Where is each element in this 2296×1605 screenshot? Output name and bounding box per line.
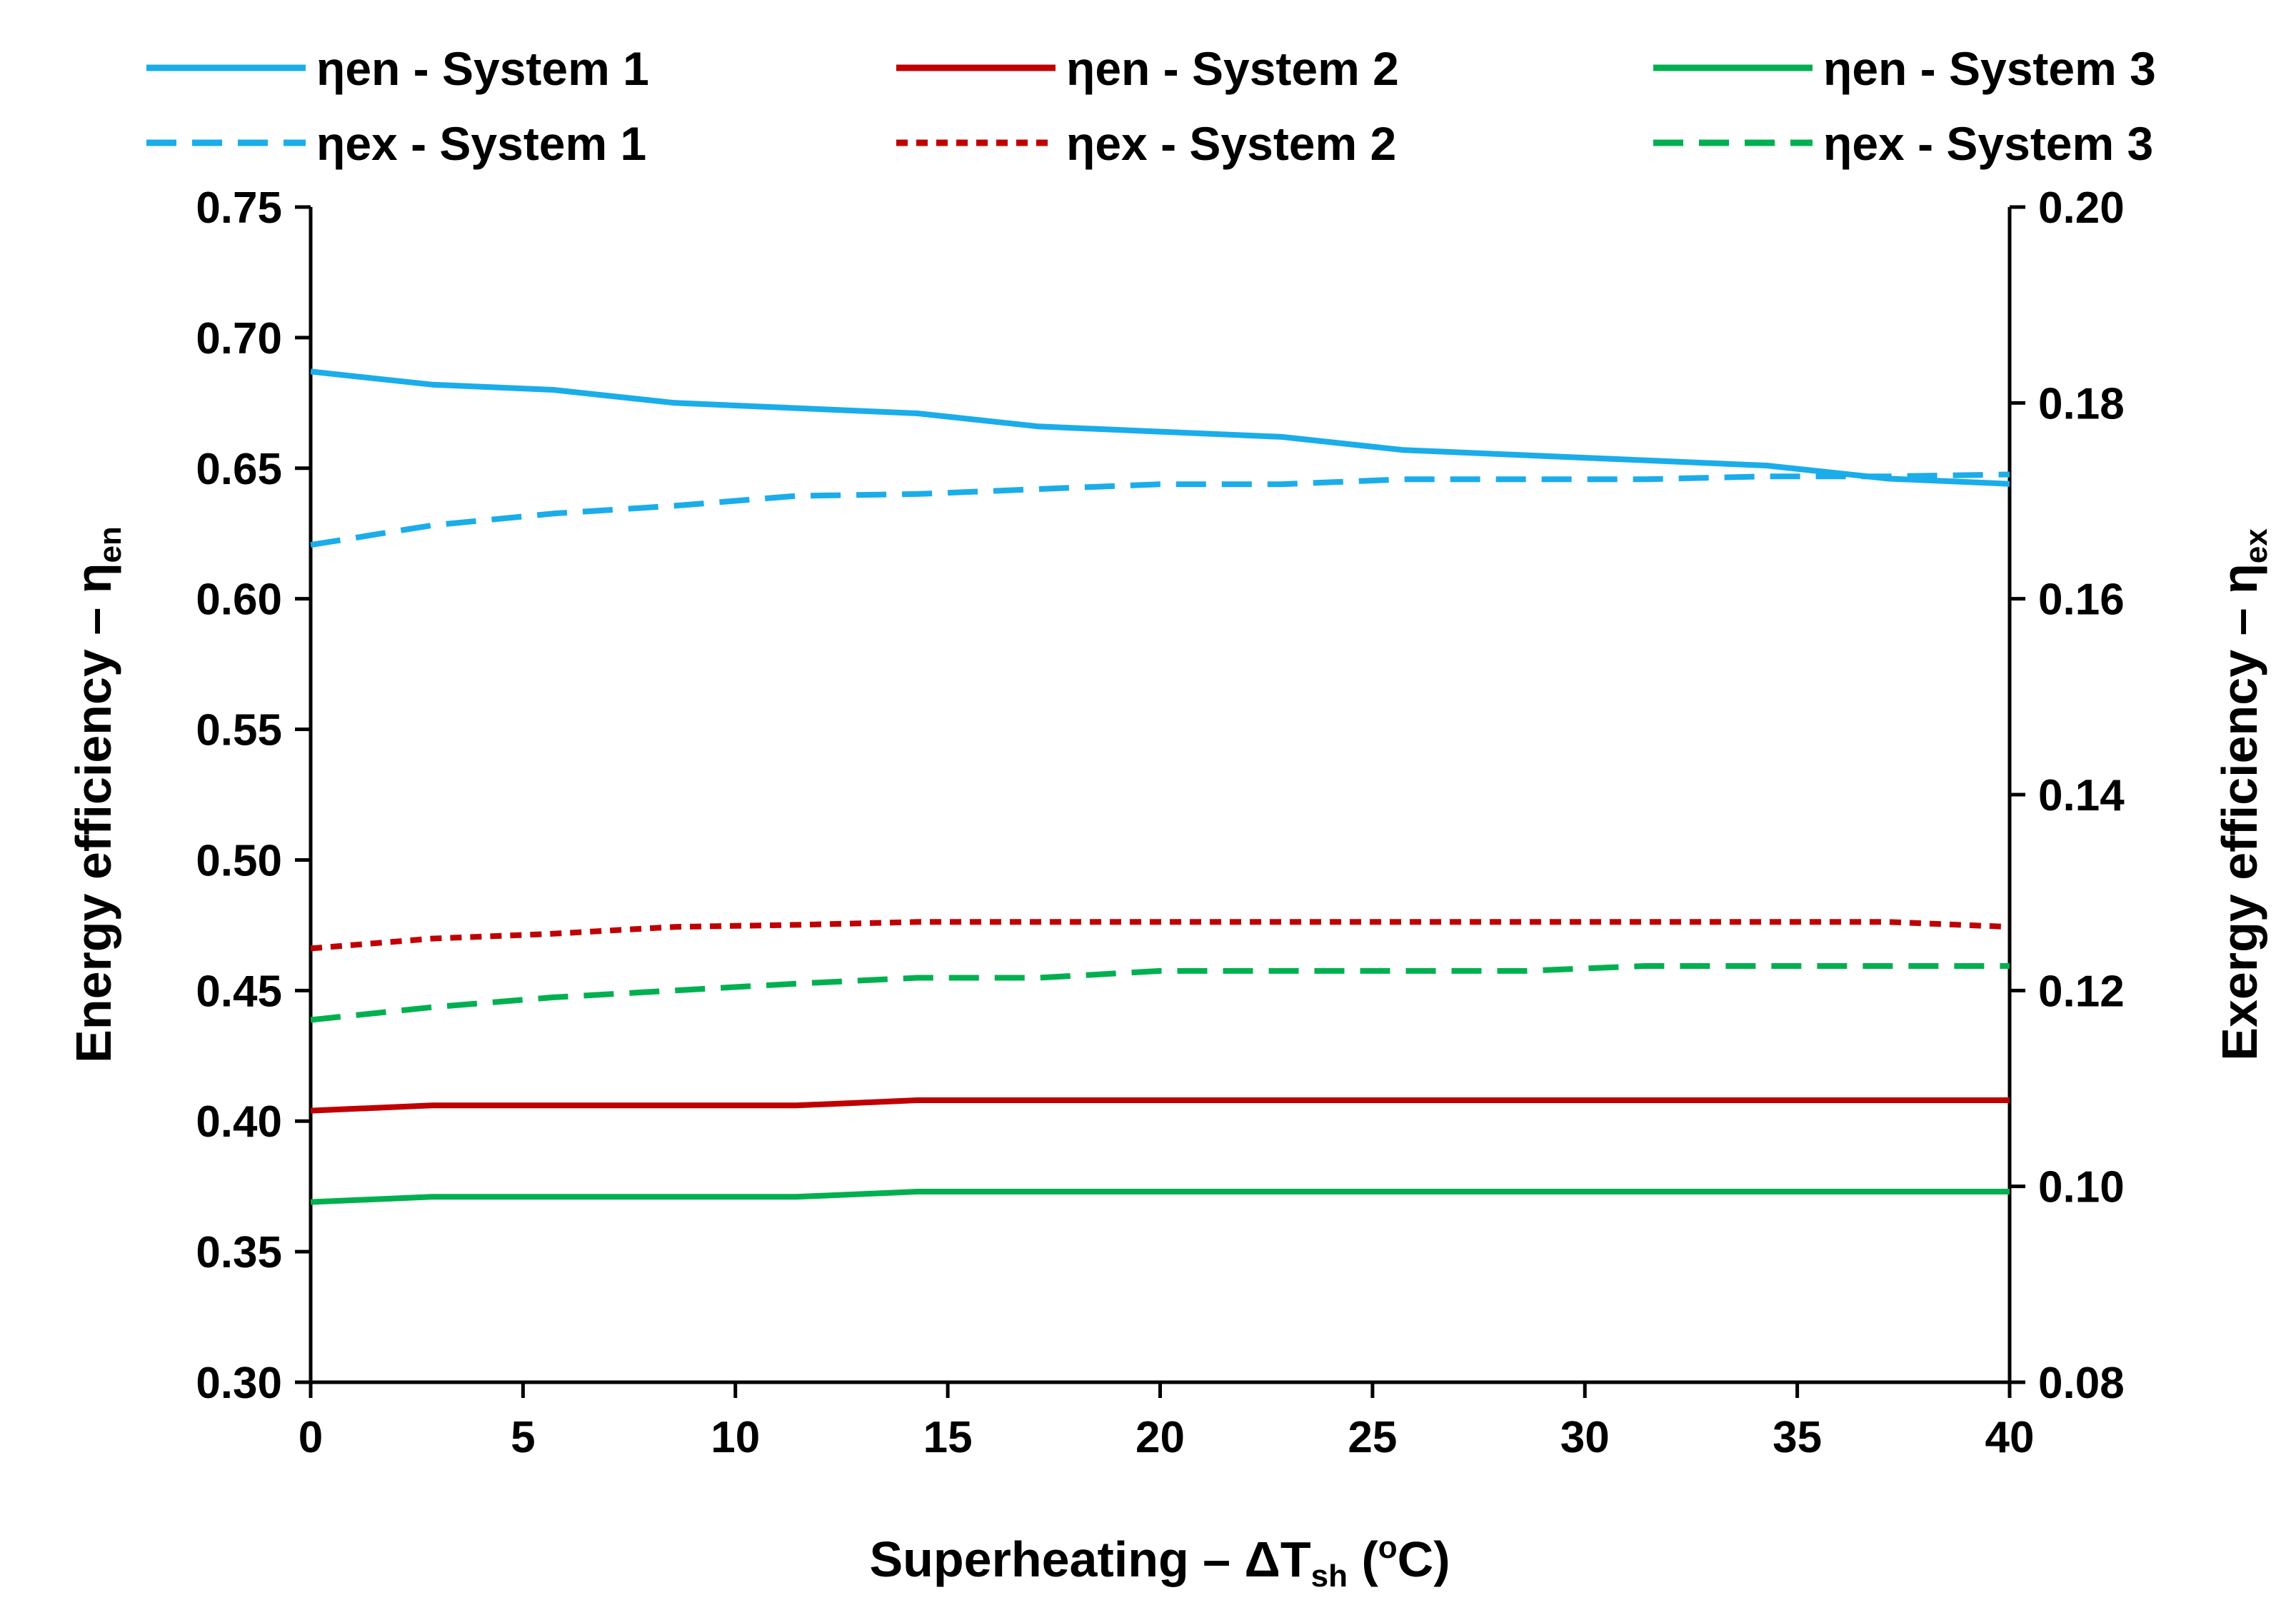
series-line-1	[310, 1097, 2010, 1114]
y-left-tick-label: 0.60	[196, 575, 282, 625]
x-tick-label: 35	[1773, 1413, 1822, 1462]
y-left-tick-label: 0.30	[196, 1359, 282, 1408]
y-axis-left-ticks: 0.30 0.35 0.40 0.45 0.50 0.55 0.60 0.65 0.70 0.75	[196, 183, 311, 1408]
series-group	[310, 368, 2010, 1205]
legend-label-ex-system-3: ηex - System 3	[1823, 117, 2153, 170]
legend: ηen - System 1 ηen - System 2 ηen - Syst…	[146, 42, 2156, 170]
y-axis-right-title-sub: ex	[2239, 528, 2274, 563]
x-tick-label: 30	[1560, 1413, 1610, 1462]
x-axis-title-unit-end: C)	[1398, 1531, 1450, 1587]
y-axis-left-title-main: Energy efficiency – η	[66, 563, 121, 1063]
y-left-tick-label: 0.50	[196, 836, 282, 885]
x-axis-title-main: Superheating – ΔT	[869, 1531, 1310, 1587]
y-axis-right-ticks: 0.08 0.10 0.12 0.14 0.16 0.18 0.20	[2010, 183, 2125, 1408]
series-line-2	[310, 1189, 2010, 1205]
y-left-tick-label: 0.70	[196, 314, 282, 363]
x-tick-label: 25	[1348, 1413, 1397, 1462]
y-right-tick-label: 0.16	[2038, 575, 2125, 625]
series-line-0	[310, 368, 2010, 487]
x-axis-title-sub: sh	[1311, 1559, 1348, 1594]
legend-item-ex-system-2: ηex - System 2	[896, 117, 1396, 170]
y-left-tick-label: 0.75	[196, 183, 282, 233]
legend-item-ex-system-3: ηex - System 3	[1653, 117, 2153, 170]
series-line-5	[310, 963, 2010, 1023]
x-tick-label: 40	[1985, 1413, 2035, 1462]
x-axis-ticks: 0 5 10 15 20 25 30 35 40	[299, 1382, 2035, 1462]
x-axis-title: Superheating – ΔTsh (oC)	[869, 1530, 1450, 1594]
y-axis-left-title-sub: en	[93, 526, 128, 563]
legend-label-en-system-1: ηen - System 1	[316, 42, 649, 95]
series-line-3	[310, 471, 2010, 548]
y-right-tick-label: 0.14	[2038, 771, 2125, 820]
y-axis-right-title-main: Exergy efficiency – η	[2212, 563, 2267, 1060]
y-left-tick-label: 0.55	[196, 706, 282, 755]
series-line-4	[310, 919, 2010, 952]
y-right-tick-label: 0.18	[2038, 379, 2125, 428]
y-left-tick-label: 0.45	[196, 967, 282, 1016]
x-tick-label: 0	[299, 1413, 323, 1462]
legend-label-en-system-2: ηen - System 2	[1066, 42, 1399, 95]
y-left-tick-label: 0.40	[196, 1097, 282, 1147]
y-axis-left-title: Energy efficiency – ηen	[66, 526, 128, 1063]
y-right-tick-label: 0.12	[2038, 967, 2125, 1016]
legend-item-en-system-2: ηen - System 2	[896, 42, 1399, 95]
legend-label-ex-system-1: ηex - System 1	[316, 117, 646, 170]
x-tick-label: 20	[1136, 1413, 1185, 1462]
y-right-tick-label: 0.08	[2038, 1359, 2125, 1408]
legend-label-en-system-3: ηen - System 3	[1823, 42, 2156, 95]
legend-item-ex-system-1: ηex - System 1	[146, 117, 646, 170]
y-left-tick-label: 0.65	[196, 445, 282, 494]
x-tick-label: 10	[711, 1413, 760, 1462]
x-tick-label: 5	[511, 1413, 535, 1462]
y-axis-right-title: Exergy efficiency – ηex	[2212, 528, 2274, 1061]
legend-item-en-system-3: ηen - System 3	[1653, 42, 2156, 95]
x-tick-label: 15	[923, 1413, 973, 1462]
legend-label-ex-system-2: ηex - System 2	[1066, 117, 1396, 170]
x-axis-title-unit-sup: o	[1378, 1530, 1398, 1565]
legend-item-en-system-1: ηen - System 1	[146, 42, 649, 95]
y-right-tick-label: 0.20	[2038, 183, 2125, 233]
x-axis-title-unit: (	[1348, 1531, 1378, 1587]
y-right-tick-label: 0.10	[2038, 1163, 2125, 1212]
y-left-tick-label: 0.35	[196, 1228, 282, 1277]
